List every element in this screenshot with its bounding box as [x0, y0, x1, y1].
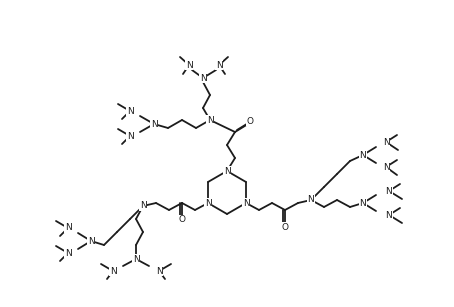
Text: N: N — [64, 223, 71, 232]
Text: N: N — [109, 266, 116, 275]
Text: N: N — [133, 255, 139, 263]
Text: N: N — [64, 248, 71, 258]
Text: O: O — [281, 223, 288, 231]
Text: N: N — [308, 196, 314, 204]
Text: N: N — [383, 162, 390, 172]
Text: O: O — [247, 116, 253, 126]
Text: N: N — [216, 60, 222, 69]
Text: N: N — [127, 131, 133, 141]
Text: N: N — [88, 236, 94, 246]
Text: N: N — [385, 211, 392, 220]
Text: N: N — [383, 138, 390, 146]
Text: N: N — [151, 119, 158, 129]
Text: N: N — [360, 150, 366, 160]
Text: N: N — [360, 199, 366, 208]
Text: N: N — [200, 73, 207, 83]
Text: N: N — [207, 115, 213, 125]
Text: N: N — [156, 266, 163, 275]
Text: N: N — [127, 107, 133, 115]
Text: N: N — [186, 60, 192, 69]
Text: N: N — [385, 186, 392, 196]
Text: N: N — [140, 201, 146, 211]
Text: N: N — [242, 199, 249, 208]
Text: N: N — [224, 166, 230, 176]
Text: O: O — [178, 216, 186, 224]
Text: N: N — [205, 199, 212, 208]
